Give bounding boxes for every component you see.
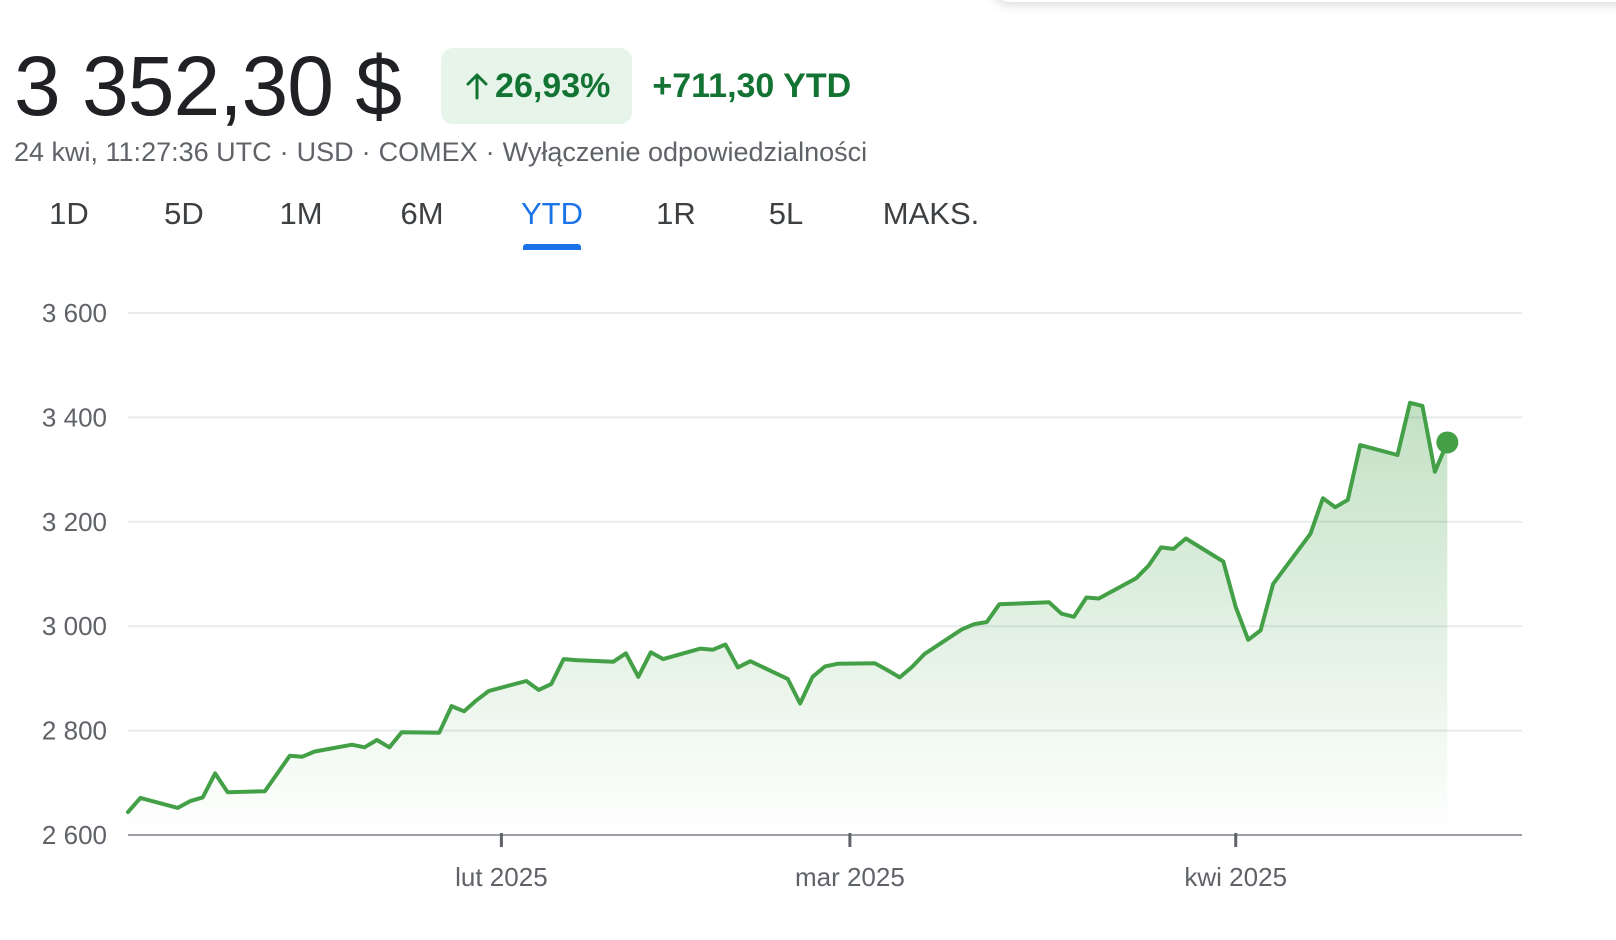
tab-1r[interactable]: 1R <box>656 196 696 231</box>
x-tick-label: mar 2025 <box>795 862 905 892</box>
y-tick-label: 3 200 <box>42 507 107 537</box>
x-tick-label: kwi 2025 <box>1184 862 1287 892</box>
range-tabs: 1D 5D 1M 6M YTD 1R 5L MAKS. <box>0 196 1100 256</box>
price-chart[interactable]: 3 600 3 400 3 200 3 000 2 800 2 600 lut 2025 m… <box>0 280 1616 940</box>
y-tick-label: 3 000 <box>42 611 107 641</box>
tab-1m[interactable]: 1M <box>279 196 323 231</box>
exchange: COMEX <box>378 137 478 167</box>
currency: USD <box>296 137 354 167</box>
price-value: 3 352,30 $ <box>14 39 402 133</box>
price-line <box>126 400 1450 814</box>
y-axis-labels: 3 600 3 400 3 200 3 000 2 800 2 600 <box>42 298 107 850</box>
separator: · <box>279 137 289 167</box>
separator: · <box>361 137 371 167</box>
y-tick-label: 3 400 <box>42 402 107 432</box>
change-absolute: +711,30 YTD <box>652 66 852 105</box>
timestamp: 24 kwi, 11:27:36 UTC <box>14 137 272 167</box>
tab-ytd[interactable]: YTD <box>521 196 583 250</box>
tab-1d[interactable]: 1D <box>49 196 89 231</box>
overlay-card-shadow <box>990 0 1616 2</box>
tab-5d[interactable]: 5D <box>164 196 204 231</box>
disclaimer-link[interactable]: Wyłączenie odpowiedzialności <box>502 137 868 167</box>
price-area-fill <box>128 402 1448 835</box>
y-tick-label: 2 600 <box>42 820 107 850</box>
change-percent: 26,93% <box>495 66 611 105</box>
x-tick-label: lut 2025 <box>455 862 548 892</box>
tab-5l[interactable]: 5L <box>768 196 804 231</box>
x-axis-ticks: lut 2025 mar 2025 kwi 2025 <box>455 833 1287 892</box>
active-tab-indicator <box>523 244 581 250</box>
tab-6m[interactable]: 6M <box>400 196 444 231</box>
current-price-marker[interactable] <box>1436 431 1459 454</box>
tab-maks[interactable]: MAKS. <box>882 196 980 231</box>
y-tick-label: 3 600 <box>42 298 107 328</box>
quote-meta: 24 kwi, 11:27:36 UTC · USD · COMEX · Wyłączeni… <box>14 137 867 168</box>
arrow-up-icon <box>465 72 489 100</box>
separator: · <box>485 137 495 167</box>
quote-header: 3 352,30 $ 26,93% +711,30 YTD <box>14 38 851 134</box>
change-percent-badge: 26,93% <box>441 48 633 124</box>
y-tick-label: 2 800 <box>42 716 107 746</box>
